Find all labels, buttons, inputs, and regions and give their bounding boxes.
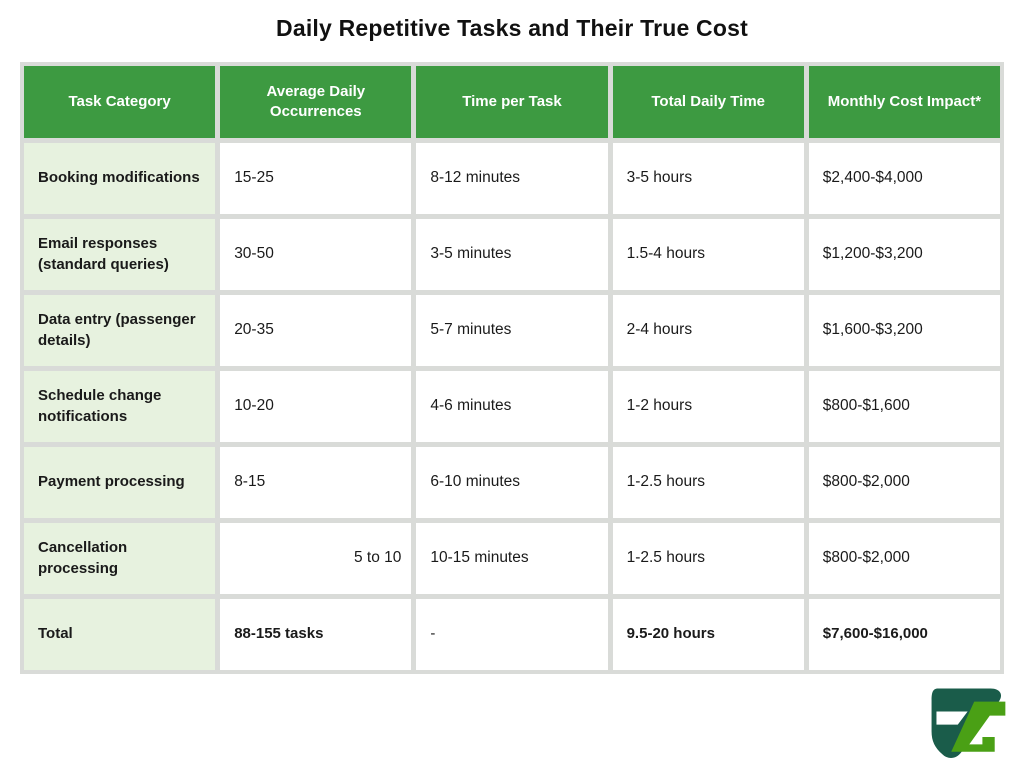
cell-occurrences: 30-50 (220, 219, 412, 290)
cell-category: Cancellation processing (24, 523, 216, 594)
cell-category: Payment processing (24, 447, 216, 518)
cell-time-per-task: 8-12 minutes (416, 143, 608, 214)
cell-category: Data entry (passenger details) (24, 295, 216, 366)
table-header-row: Task Category Average Daily Occurrences … (24, 66, 1000, 138)
cell-total-daily-time: 3-5 hours (612, 143, 804, 214)
cell-time-per-task: - (416, 599, 608, 670)
cell-time-per-task: 6-10 minutes (416, 447, 608, 518)
cell-total-daily-time: 1-2.5 hours (612, 447, 804, 518)
cell-monthly-cost: $7,600-$16,000 (808, 599, 1000, 670)
cost-table: Task Category Average Daily Occurrences … (20, 62, 1004, 674)
column-header-occurrences: Average Daily Occurrences (220, 66, 412, 138)
cell-occurrences: 5 to 10 (220, 523, 412, 594)
cell-monthly-cost: $2,400-$4,000 (808, 143, 1000, 214)
cell-time-per-task: 5-7 minutes (416, 295, 608, 366)
cell-monthly-cost: $1,200-$3,200 (808, 219, 1000, 290)
table-row: Data entry (passenger details) 20-35 5-7… (24, 295, 1000, 366)
brand-logo (925, 685, 1007, 761)
column-header-task-category: Task Category (24, 66, 216, 138)
cell-category: Total (24, 599, 216, 670)
cell-time-per-task: 4-6 minutes (416, 371, 608, 442)
table-total-row: Total 88-155 tasks - 9.5-20 hours $7,600… (24, 599, 1000, 670)
column-header-monthly-cost: Monthly Cost Impact* (808, 66, 1000, 138)
cell-category: Email responses (standard queries) (24, 219, 216, 290)
cell-occurrences: 88-155 tasks (220, 599, 412, 670)
cell-monthly-cost: $1,600-$3,200 (808, 295, 1000, 366)
table-row: Payment processing 8-15 6-10 minutes 1-2… (24, 447, 1000, 518)
cell-occurrences: 20-35 (220, 295, 412, 366)
cell-total-daily-time: 1.5-4 hours (612, 219, 804, 290)
cell-total-daily-time: 2-4 hours (612, 295, 804, 366)
table-row: Cancellation processing 5 to 10 10-15 mi… (24, 523, 1000, 594)
cell-category: Schedule change notifications (24, 371, 216, 442)
cell-monthly-cost: $800-$2,000 (808, 523, 1000, 594)
table-row: Booking modifications 15-25 8-12 minutes… (24, 143, 1000, 214)
cell-total-daily-time: 9.5-20 hours (612, 599, 804, 670)
cell-total-daily-time: 1-2 hours (612, 371, 804, 442)
cell-category: Booking modifications (24, 143, 216, 214)
cell-occurrences: 10-20 (220, 371, 412, 442)
cell-monthly-cost: $800-$2,000 (808, 447, 1000, 518)
column-header-total-daily-time: Total Daily Time (612, 66, 804, 138)
cell-time-per-task: 10-15 minutes (416, 523, 608, 594)
page-title: Daily Repetitive Tasks and Their True Co… (276, 15, 748, 41)
table-row: Email responses (standard queries) 30-50… (24, 219, 1000, 290)
table-row: Schedule change notifications 10-20 4-6 … (24, 371, 1000, 442)
cell-occurrences: 8-15 (220, 447, 412, 518)
cell-monthly-cost: $800-$1,600 (808, 371, 1000, 442)
cell-occurrences: 15-25 (220, 143, 412, 214)
column-header-time-per-task: Time per Task (416, 66, 608, 138)
cell-time-per-task: 3-5 minutes (416, 219, 608, 290)
brand-logo-mark (931, 688, 1006, 758)
cell-total-daily-time: 1-2.5 hours (612, 523, 804, 594)
